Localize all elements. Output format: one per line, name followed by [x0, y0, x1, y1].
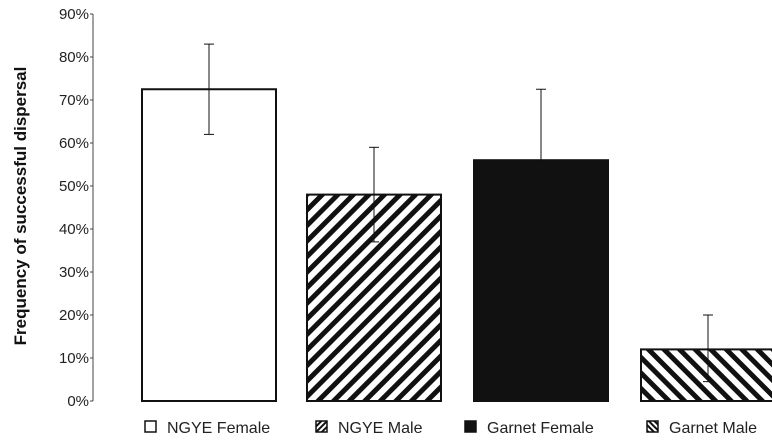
y-axis-label: Frequency of successful dispersal	[11, 67, 30, 346]
legend-swatch	[464, 420, 477, 433]
legend-swatch	[646, 420, 659, 433]
y-tick-label: 60%	[59, 135, 89, 152]
y-tick-label: 40%	[59, 221, 89, 238]
bar-garnet-female	[473, 159, 609, 402]
legend-swatch	[315, 420, 328, 433]
y-tick-label: 30%	[59, 264, 89, 281]
y-tick-label: 20%	[59, 307, 89, 324]
y-tick-label: 50%	[59, 178, 89, 195]
y-tick-label: 10%	[59, 350, 89, 367]
y-tick-label: 0%	[67, 393, 89, 410]
legend-label: NGYE Female	[167, 420, 270, 437]
legend-label: NGYE Male	[338, 420, 423, 437]
y-tick-label: 90%	[59, 6, 89, 23]
bar-garnet-male	[640, 348, 772, 402]
legend-swatch	[144, 420, 157, 433]
bar-ngye-female	[141, 88, 277, 402]
legend-label: Garnet Female	[487, 420, 594, 437]
y-tick-label: 80%	[59, 49, 89, 66]
y-tick-label: 70%	[59, 92, 89, 109]
legend-label: Garnet Male	[669, 420, 757, 437]
